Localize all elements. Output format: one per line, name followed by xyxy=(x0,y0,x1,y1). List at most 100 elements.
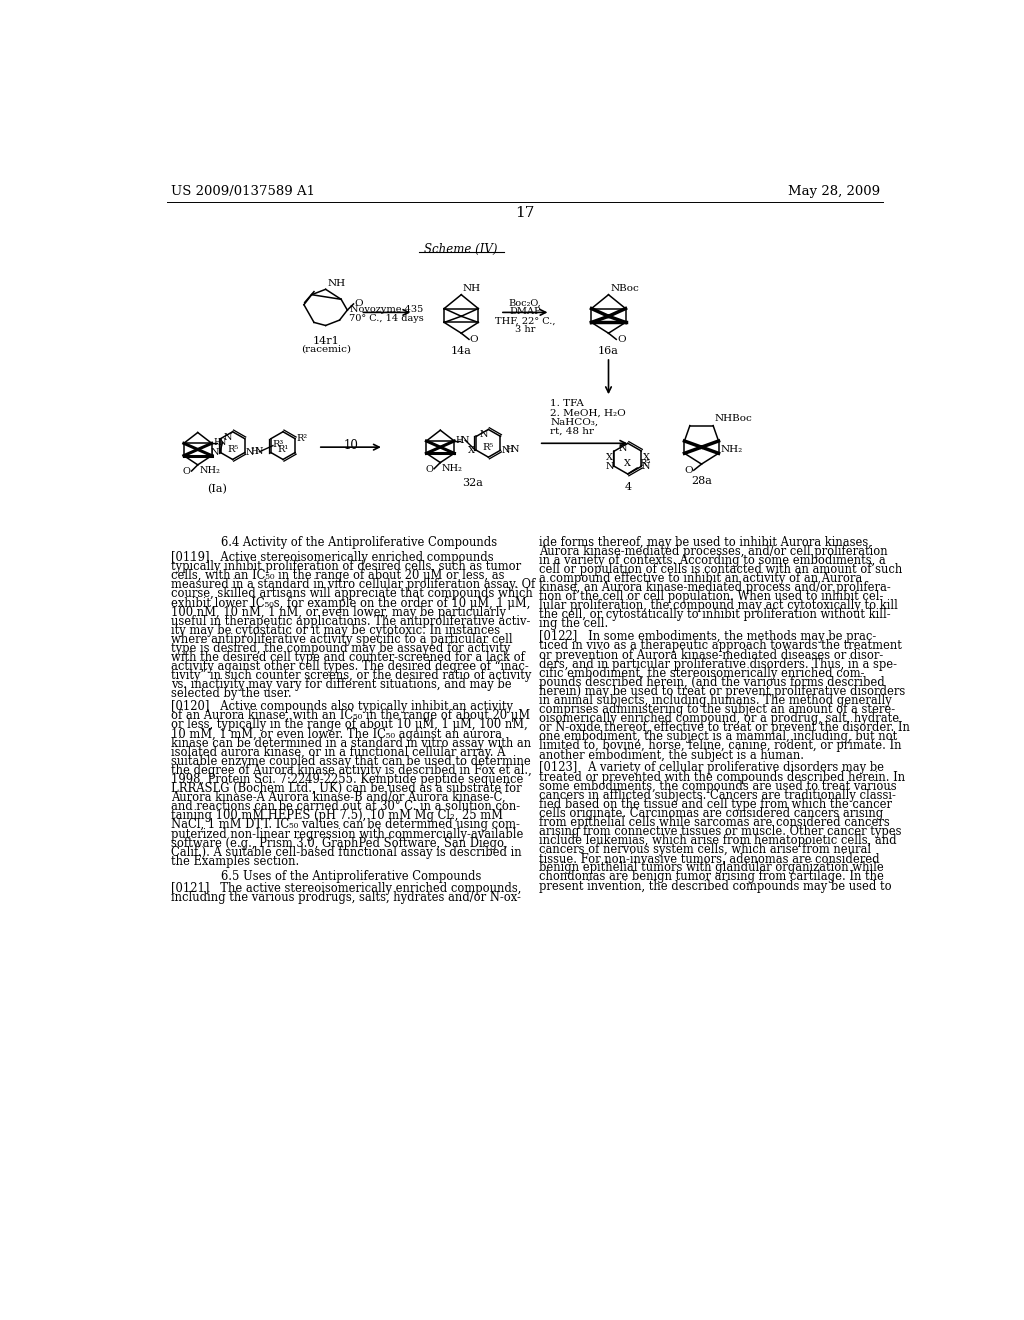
Text: H: H xyxy=(250,447,258,457)
Text: LRRASLG (Bochem Ltd., UK) can be used as a substrate for: LRRASLG (Bochem Ltd., UK) can be used as… xyxy=(171,781,521,795)
Text: 3 hr: 3 hr xyxy=(515,325,535,334)
Text: 70° C., 14 days: 70° C., 14 days xyxy=(349,314,424,323)
Text: O: O xyxy=(183,467,190,477)
Text: another embodiment, the subject is a human.: another embodiment, the subject is a hum… xyxy=(539,748,804,762)
Text: N: N xyxy=(461,436,469,445)
Text: the degree of Aurora kinase activity is described in Fox et al.,: the degree of Aurora kinase activity is … xyxy=(171,764,531,777)
Text: X: X xyxy=(643,453,650,462)
Text: X: X xyxy=(625,459,632,469)
Text: 6.5 Uses of the Antiproliferative Compounds: 6.5 Uses of the Antiproliferative Compou… xyxy=(221,870,481,883)
Text: 1. TFA: 1. TFA xyxy=(550,400,585,408)
Text: Aurora kinase-mediated processes, and/or cell proliferation: Aurora kinase-mediated processes, and/or… xyxy=(539,545,888,558)
Text: NaCl, 1 mM DTT. IC₅₀ values can be determined using com-: NaCl, 1 mM DTT. IC₅₀ values can be deter… xyxy=(171,818,519,832)
Text: [0121]   The active stereoisomerically enriched compounds,: [0121] The active stereoisomerically enr… xyxy=(171,882,521,895)
Text: kinase can be determined in a standard in vitro assay with an: kinase can be determined in a standard i… xyxy=(171,737,530,750)
Text: 10 mM, 1 mM, or even lower. The IC₅₀ against an aurora: 10 mM, 1 mM, or even lower. The IC₅₀ aga… xyxy=(171,727,502,741)
Text: from epithelial cells while sarcomas are considered cancers: from epithelial cells while sarcomas are… xyxy=(539,816,890,829)
Text: N: N xyxy=(605,462,613,471)
Text: DMAP: DMAP xyxy=(509,308,541,315)
Text: suitable enzyme coupled assay that can be used to determine: suitable enzyme coupled assay that can b… xyxy=(171,755,530,768)
Text: vs. inactivity may vary for different situations, and may be: vs. inactivity may vary for different si… xyxy=(171,678,511,692)
Text: Calif.). A suitable cell-based functional assay is described in: Calif.). A suitable cell-based functiona… xyxy=(171,846,521,859)
Text: the cell, or cytostatically to inhibit proliferation without kill-: the cell, or cytostatically to inhibit p… xyxy=(539,609,891,622)
Text: NH: NH xyxy=(463,284,481,293)
Text: H: H xyxy=(456,436,464,445)
Text: or N-oxide thereof, effective to treat or prevent the disorder. In: or N-oxide thereof, effective to treat o… xyxy=(539,721,909,734)
Text: treated or prevented with the compounds described herein. In: treated or prevented with the compounds … xyxy=(539,771,905,784)
Text: 2. MeOH, H₂O: 2. MeOH, H₂O xyxy=(550,409,626,417)
Text: ity may be cytostatic or it may be cytotoxic. In instances: ity may be cytostatic or it may be cytot… xyxy=(171,624,500,636)
Text: puterized non-linear regression with commercially-available: puterized non-linear regression with com… xyxy=(171,828,523,841)
Text: lular proliferation, the compound may act cytotoxically to kill: lular proliferation, the compound may ac… xyxy=(539,599,898,612)
Text: 16a: 16a xyxy=(598,346,618,355)
Text: O: O xyxy=(426,465,433,474)
Text: H: H xyxy=(213,438,221,447)
Text: cells, with an IC₅₀ in the range of about 20 μM or less, as: cells, with an IC₅₀ in the range of abou… xyxy=(171,569,504,582)
Text: 32a: 32a xyxy=(463,478,483,488)
Text: N: N xyxy=(511,445,519,454)
Text: N: N xyxy=(218,438,226,447)
Text: arising from connective tissues or muscle. Other cancer types: arising from connective tissues or muscl… xyxy=(539,825,901,838)
Text: typically inhibit proliferation of desired cells, such as tumor: typically inhibit proliferation of desir… xyxy=(171,560,521,573)
Text: type is desired, the compound may be assayed for activity: type is desired, the compound may be ass… xyxy=(171,642,510,655)
Text: ders, and in particular proliferative disorders. Thus, in a spe-: ders, and in particular proliferative di… xyxy=(539,657,897,671)
Text: limited to, bovine, horse, feline, canine, rodent, or primate. In: limited to, bovine, horse, feline, canin… xyxy=(539,739,901,752)
Text: N: N xyxy=(642,462,650,471)
Text: Aurora kinase-A Aurora kinase-B and/or Aurora kinase-C,: Aurora kinase-A Aurora kinase-B and/or A… xyxy=(171,791,505,804)
Text: X: X xyxy=(468,446,475,454)
Text: cancers in afflicted subjects. Cancers are traditionally classi-: cancers in afflicted subjects. Cancers a… xyxy=(539,789,896,801)
Text: [0119]   Active stereoisomerically enriched compounds: [0119] Active stereoisomerically enriche… xyxy=(171,552,494,564)
Text: US 2009/0137589 A1: US 2009/0137589 A1 xyxy=(171,185,314,198)
Text: tivity” in such counter screens, or the desired ratio of activity: tivity” in such counter screens, or the … xyxy=(171,669,531,682)
Text: O: O xyxy=(684,466,693,475)
Text: in a variety of contexts. According to some embodiments, a: in a variety of contexts. According to s… xyxy=(539,554,886,566)
Text: or less, typically in the range of about 10 μM, 1 μM, 100 nM,: or less, typically in the range of about… xyxy=(171,718,527,731)
Text: (Ia): (Ia) xyxy=(207,484,227,495)
Text: 1998, Protein Sci. 7:2249-2255. Kemptide peptide sequence: 1998, Protein Sci. 7:2249-2255. Kemptide… xyxy=(171,774,523,785)
Text: R¹: R¹ xyxy=(278,445,289,454)
Text: NH₂: NH₂ xyxy=(442,465,463,473)
Text: Boc₂O,: Boc₂O, xyxy=(509,298,541,308)
Text: R⁵: R⁵ xyxy=(640,459,650,469)
Text: software (e.g., Prism 3.0, GraphPed Software, San Diego,: software (e.g., Prism 3.0, GraphPed Soft… xyxy=(171,837,507,850)
Text: NH₂: NH₂ xyxy=(200,466,220,475)
Text: NHBoc: NHBoc xyxy=(715,414,753,424)
Text: 17: 17 xyxy=(515,206,535,220)
Text: May 28, 2009: May 28, 2009 xyxy=(787,185,880,198)
Text: R⁵: R⁵ xyxy=(227,445,239,454)
Text: O: O xyxy=(470,335,478,343)
Text: or prevention of Aurora kinase-mediated diseases or disor-: or prevention of Aurora kinase-mediated … xyxy=(539,648,883,661)
Text: 14r1: 14r1 xyxy=(312,335,339,346)
Text: a compound effective to inhibit an activity of an Aurora: a compound effective to inhibit an activ… xyxy=(539,572,862,585)
Text: N: N xyxy=(255,447,263,457)
Text: ing the cell.: ing the cell. xyxy=(539,618,608,631)
Text: ticed in vivo as a therapeutic approach towards the treatment: ticed in vivo as a therapeutic approach … xyxy=(539,639,901,652)
Text: [0120]   Active compounds also typically inhibit an activity: [0120] Active compounds also typically i… xyxy=(171,701,513,713)
Text: rt, 48 hr: rt, 48 hr xyxy=(550,428,594,436)
Text: taining 100 mM HEPES (pH 7.5), 10 mM Mg Cl₂, 25 mM: taining 100 mM HEPES (pH 7.5), 10 mM Mg … xyxy=(171,809,503,822)
Text: X: X xyxy=(606,453,613,462)
Text: N: N xyxy=(479,430,487,440)
Text: of an Aurora kinase, with an IC₅₀ in the range of about 20 μM: of an Aurora kinase, with an IC₅₀ in the… xyxy=(171,709,529,722)
Text: in animal subjects, including humans. The method generally: in animal subjects, including humans. Th… xyxy=(539,694,892,708)
Text: selected by the user.: selected by the user. xyxy=(171,688,291,701)
Text: 6.4 Activity of the Antiproliferative Compounds: 6.4 Activity of the Antiproliferative Co… xyxy=(221,536,497,549)
Text: pounds described herein, (and the various forms described: pounds described herein, (and the variou… xyxy=(539,676,885,689)
Text: NH: NH xyxy=(328,279,345,288)
Text: the Examples section.: the Examples section. xyxy=(171,855,299,867)
Text: activity against other cell types. The desired degree of “inac-: activity against other cell types. The d… xyxy=(171,660,528,673)
Text: some embodiments, the compounds are used to treat various: some embodiments, the compounds are used… xyxy=(539,780,896,792)
Text: O: O xyxy=(617,335,626,343)
Text: cancers of nervous system cells, which arise from neural: cancers of nervous system cells, which a… xyxy=(539,843,870,857)
Text: NaHCO₃,: NaHCO₃, xyxy=(550,418,598,426)
Text: oisomerically enriched compound, or a prodrug, salt, hydrate: oisomerically enriched compound, or a pr… xyxy=(539,713,899,725)
Text: Scheme (IV): Scheme (IV) xyxy=(425,243,498,256)
Text: cell or population of cells is contacted with an amount of such: cell or population of cells is contacted… xyxy=(539,562,902,576)
Text: 14a: 14a xyxy=(451,346,472,355)
Text: 100 nM, 10 nM, 1 nM, or even lower, may be particularly: 100 nM, 10 nM, 1 nM, or even lower, may … xyxy=(171,606,506,619)
Text: R³: R³ xyxy=(272,441,284,449)
Text: 4: 4 xyxy=(625,482,632,492)
Text: N: N xyxy=(211,447,219,457)
Text: ide forms thereof, may be used to inhibit Aurora kinases,: ide forms thereof, may be used to inhibi… xyxy=(539,536,871,549)
Text: N: N xyxy=(618,444,627,453)
